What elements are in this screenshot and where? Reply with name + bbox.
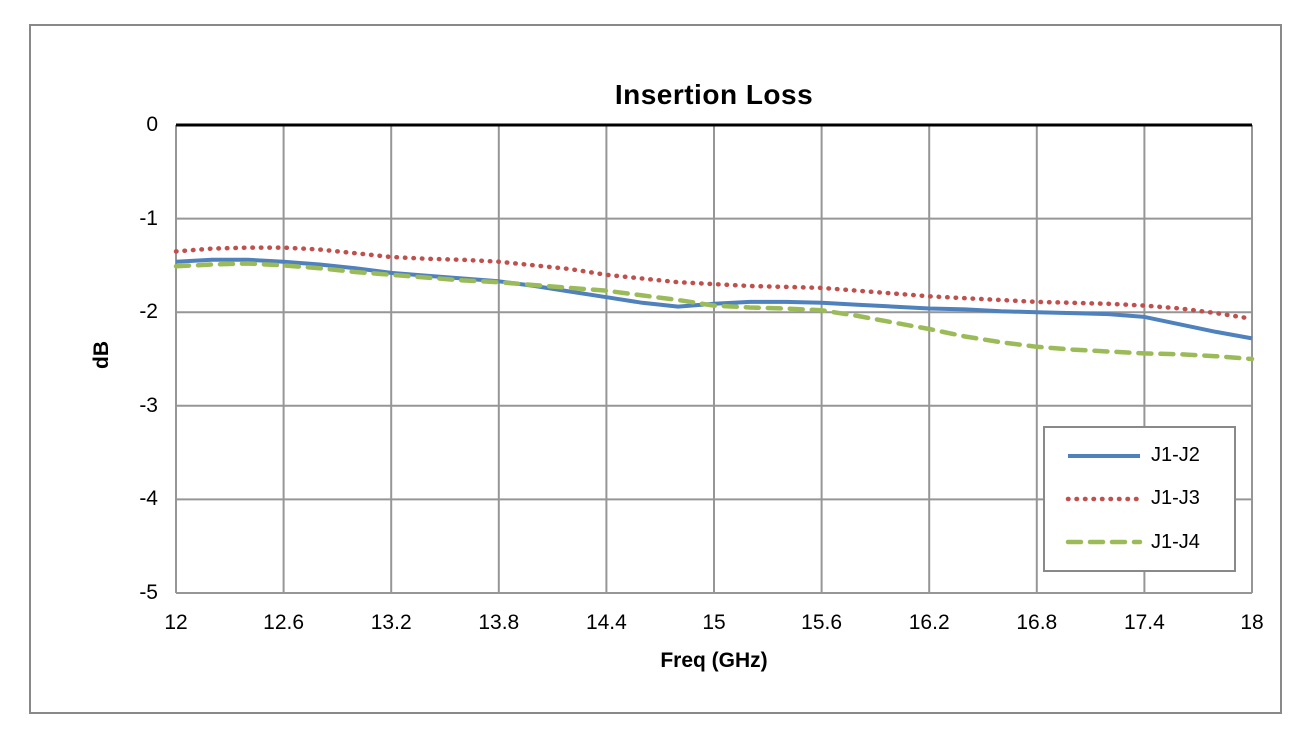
y-tick-label: 0 <box>146 113 158 136</box>
chart-title: Insertion Loss <box>614 79 814 110</box>
legend-line-sample-solid <box>1068 453 1140 458</box>
series-line-j1-j3 <box>173 245 1255 322</box>
series-line-j1-j4 <box>173 261 1255 362</box>
legend-label: J1-J2 <box>1151 444 1200 467</box>
y-tick-label: -5 <box>139 581 158 604</box>
y-tick-label: -4 <box>139 487 158 511</box>
x-tick-label: 13.8 <box>478 611 520 634</box>
y-tick-label: -3 <box>139 393 158 417</box>
x-tick-label: 16.8 <box>1016 611 1058 634</box>
x-axis-title: Freq (GHz) <box>660 649 768 672</box>
x-tick-label: 15.6 <box>801 611 843 634</box>
legend-label: J1-J4 <box>1151 530 1200 553</box>
x-tick-label: 12.6 <box>263 611 305 634</box>
y-tick-label: -2 <box>139 300 158 324</box>
legend-line-sample-dashed <box>1065 540 1143 545</box>
x-tick-label: 17.4 <box>1123 611 1165 634</box>
x-tick-label: 14.4 <box>585 611 627 634</box>
x-tick-label: 12 <box>164 611 188 634</box>
x-tick-label: 18 <box>1240 611 1264 634</box>
x-tick-label: 15 <box>702 611 726 634</box>
legend-line-sample-dotted <box>1065 496 1143 502</box>
x-tick-label: 16.2 <box>908 611 950 634</box>
legend-item-j1-j4: J1-J4 <box>1065 531 1234 554</box>
legend-label: J1-J3 <box>1151 487 1200 510</box>
legend: J1-J2 J1-J3 J1-J4 <box>1043 426 1236 572</box>
legend-item-j1-j2: J1-J2 <box>1065 444 1234 467</box>
x-tick-label: 13.2 <box>370 611 412 634</box>
legend-item-j1-j3: J1-J3 <box>1065 487 1234 510</box>
chart-frame <box>29 24 1282 714</box>
y-axis-title: dB <box>90 341 113 369</box>
y-tick-label: -1 <box>139 206 158 230</box>
